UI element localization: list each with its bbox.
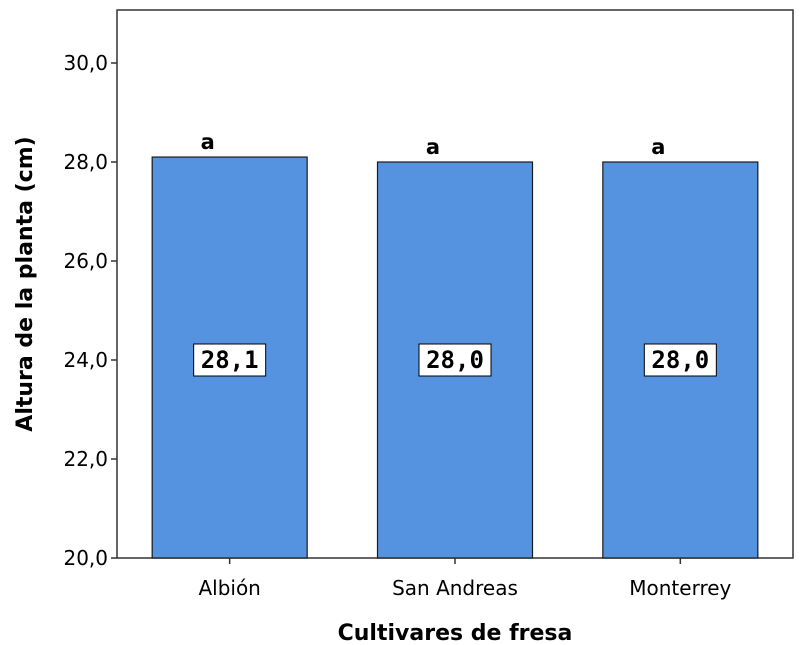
value-label-box [643,343,717,377]
bars: a 28,1 a 28,0 a 28,0 [151,130,759,559]
y-tick-label: 28,0 [63,150,108,174]
y-tick-label: 24,0 [63,348,108,372]
significance-letter: a [651,135,665,159]
value-label: 28,1 [201,346,259,374]
y-tick-label: 22,0 [63,447,108,471]
y-tick-label: 20,0 [63,546,108,570]
value-label-box [193,343,267,377]
x-tick-label: Albión [198,576,260,600]
x-axis-title: Cultivares de fresa [338,621,573,645]
value-label: 28,0 [426,346,484,374]
value-label-box [418,343,492,377]
x-tick-label: Monterrey [629,576,731,600]
significance-letter: a [426,135,440,159]
y-axis: 20,0 22,0 24,0 26,0 28,0 30,0 [63,51,117,570]
significance-letter: a [201,130,215,154]
y-tick-label: 30,0 [63,51,108,75]
value-label: 28,0 [651,346,709,374]
x-tick-label: San Andreas [392,576,518,600]
y-tick-label: 26,0 [63,249,108,273]
x-axis: Albión San Andreas Monterrey [198,558,732,600]
y-axis-title: Altura de la planta (cm) [13,136,38,431]
